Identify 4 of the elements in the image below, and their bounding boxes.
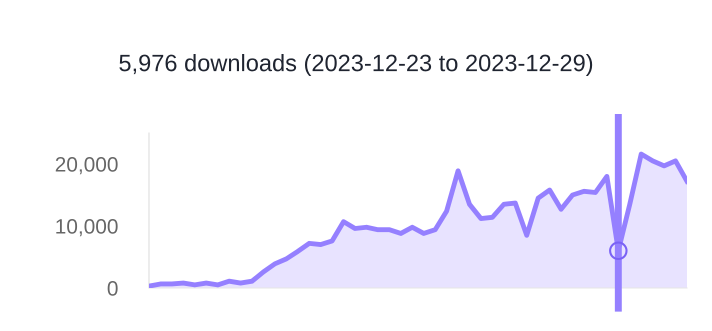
y-tick-label: 20,000 (56, 157, 118, 174)
chart-title: 5,976 downloads (2023-12-23 to 2023-12-29) (119, 54, 592, 76)
y-tick-label: 10,000 (56, 219, 118, 236)
y-tick-label: 0 (108, 281, 118, 296)
